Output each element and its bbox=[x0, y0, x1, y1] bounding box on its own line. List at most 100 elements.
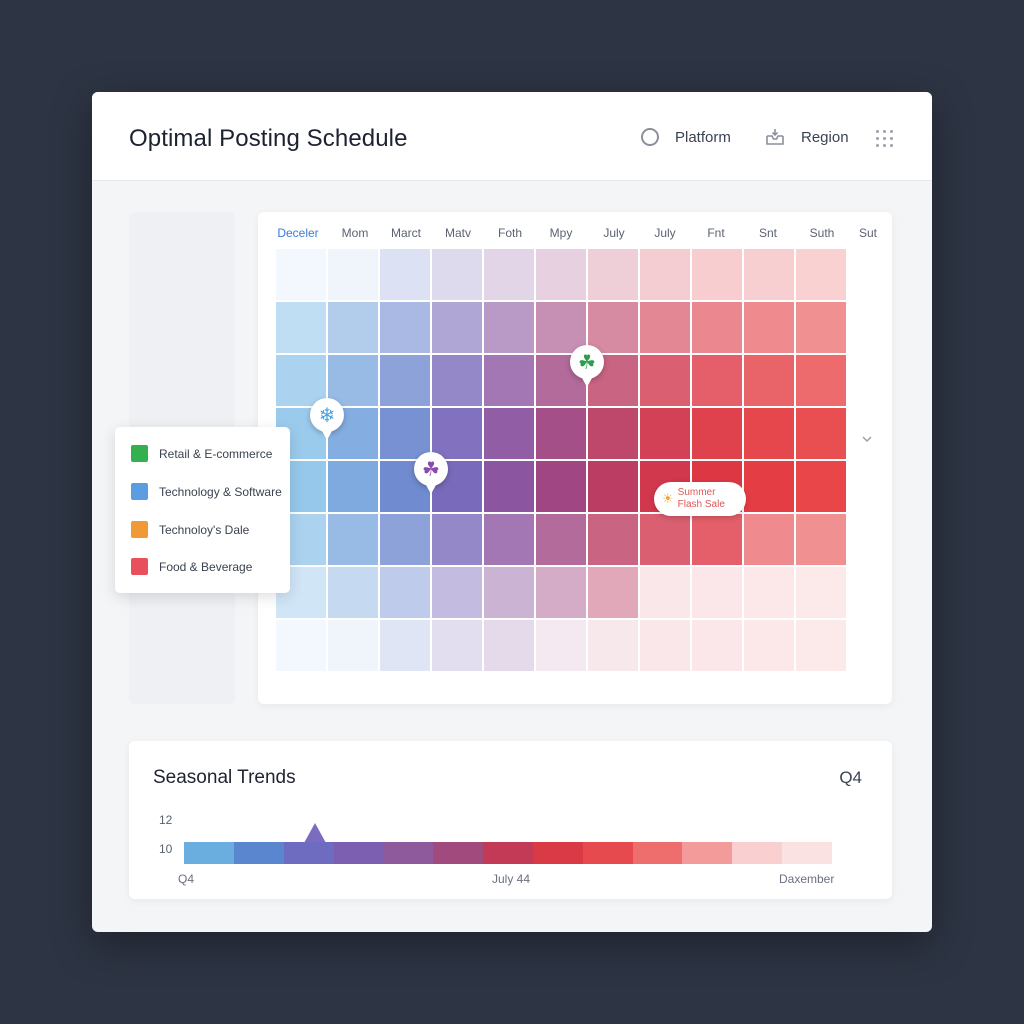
heatmap-cell[interactable] bbox=[796, 620, 846, 671]
heatmap-cell[interactable] bbox=[796, 461, 846, 512]
heatmap-cell[interactable] bbox=[744, 620, 794, 671]
snowflake-icon[interactable]: ❄ bbox=[310, 398, 344, 440]
month-label[interactable]: Matv bbox=[444, 226, 472, 240]
heatmap-cell[interactable] bbox=[432, 302, 482, 353]
heatmap-cell[interactable] bbox=[328, 620, 378, 671]
month-label[interactable]: July bbox=[603, 226, 625, 240]
heatmap-cell[interactable] bbox=[536, 249, 586, 300]
heatmap-cell[interactable] bbox=[640, 355, 690, 406]
heatmap-cell[interactable] bbox=[744, 567, 794, 618]
heatmap-cell[interactable] bbox=[380, 355, 430, 406]
heatmap-cell[interactable] bbox=[276, 302, 326, 353]
month-label[interactable]: Suth bbox=[809, 226, 835, 240]
heatmap-cell[interactable] bbox=[276, 249, 326, 300]
heatmap-cell[interactable] bbox=[432, 567, 482, 618]
heatmap-cell[interactable] bbox=[380, 249, 430, 300]
month-label[interactable]: Foth bbox=[497, 226, 523, 240]
heatmap-cell[interactable] bbox=[744, 408, 794, 459]
heatmap-cell[interactable] bbox=[328, 249, 378, 300]
month-label[interactable]: Mom bbox=[341, 226, 369, 240]
month-label[interactable]: Fnt bbox=[707, 226, 725, 240]
heatmap-cell[interactable] bbox=[484, 514, 534, 565]
heatmap-cell[interactable] bbox=[588, 620, 638, 671]
legend-item-food[interactable]: Food & Beverage bbox=[131, 558, 252, 575]
heatmap-cell[interactable] bbox=[380, 620, 430, 671]
heatmap-cell[interactable] bbox=[692, 408, 742, 459]
region-filter[interactable]: Region bbox=[765, 128, 849, 146]
heatmap-cell[interactable] bbox=[380, 302, 430, 353]
heatmap-cell[interactable] bbox=[796, 567, 846, 618]
heatmap-cell[interactable] bbox=[796, 408, 846, 459]
dots-grid-icon[interactable] bbox=[876, 130, 894, 148]
heatmap-cell[interactable] bbox=[588, 567, 638, 618]
heatmap-cell[interactable] bbox=[640, 302, 690, 353]
month-label[interactable]: Mpy bbox=[549, 226, 573, 240]
heatmap-cell[interactable] bbox=[588, 249, 638, 300]
heatmap-cell[interactable] bbox=[692, 249, 742, 300]
heatmap-cell[interactable] bbox=[640, 567, 690, 618]
heatmap-cell[interactable] bbox=[588, 302, 638, 353]
heatmap-cell[interactable] bbox=[796, 514, 846, 565]
heatmap-cell[interactable] bbox=[380, 408, 430, 459]
heatmap-cell[interactable] bbox=[432, 249, 482, 300]
heatmap-cell[interactable] bbox=[484, 302, 534, 353]
heatmap-cell[interactable] bbox=[328, 567, 378, 618]
heatmap-cell[interactable] bbox=[432, 355, 482, 406]
heatmap-cell[interactable] bbox=[588, 461, 638, 512]
heatmap-cell[interactable] bbox=[536, 567, 586, 618]
platform-filter[interactable]: Platform bbox=[641, 128, 731, 146]
heatmap-cell[interactable] bbox=[276, 620, 326, 671]
legend-item-dale[interactable]: Technoloy's Dale bbox=[131, 521, 249, 538]
month-label[interactable]: Sut bbox=[858, 226, 878, 240]
heatmap-cell[interactable] bbox=[536, 620, 586, 671]
heatmap-cell[interactable] bbox=[692, 620, 742, 671]
heatmap-cell[interactable] bbox=[796, 302, 846, 353]
heatmap-cell[interactable] bbox=[484, 249, 534, 300]
month-label[interactable]: Snt bbox=[758, 226, 778, 240]
summer-flash-sale-callout[interactable]: ☀ Summer Flash Sale bbox=[654, 482, 746, 516]
heatmap-cell[interactable] bbox=[536, 514, 586, 565]
heatmap-cell[interactable] bbox=[380, 567, 430, 618]
trends-quarter[interactable]: Q4 bbox=[839, 768, 862, 787]
heatmap-cell[interactable] bbox=[536, 408, 586, 459]
heatmap-cell[interactable] bbox=[692, 302, 742, 353]
heatmap-cell[interactable] bbox=[484, 408, 534, 459]
legend-item-technology[interactable]: Technology & Software bbox=[131, 483, 282, 500]
heatmap-cell[interactable] bbox=[328, 302, 378, 353]
heatmap-cell[interactable] bbox=[796, 249, 846, 300]
month-label[interactable]: Deceler bbox=[277, 226, 319, 240]
heatmap-cell[interactable] bbox=[588, 514, 638, 565]
chevron-down-icon[interactable] bbox=[862, 434, 872, 444]
heatmap-cell[interactable] bbox=[744, 249, 794, 300]
heatmap-cell[interactable] bbox=[692, 355, 742, 406]
heatmap-cell[interactable] bbox=[536, 461, 586, 512]
heatmap-cell[interactable] bbox=[484, 567, 534, 618]
heatmap-cell[interactable] bbox=[744, 514, 794, 565]
heatmap-cell[interactable] bbox=[744, 461, 794, 512]
heatmap-cell[interactable] bbox=[744, 355, 794, 406]
heatmap-cell[interactable] bbox=[328, 355, 378, 406]
heatmap-cell[interactable] bbox=[692, 567, 742, 618]
heatmap-cell[interactable] bbox=[796, 355, 846, 406]
month-label[interactable]: Marct bbox=[391, 226, 421, 240]
heatmap-cell[interactable] bbox=[744, 302, 794, 353]
heatmap-cell[interactable] bbox=[640, 249, 690, 300]
heatmap-cell[interactable] bbox=[588, 408, 638, 459]
heatmap-cell[interactable] bbox=[328, 461, 378, 512]
heatmap-cell[interactable] bbox=[640, 514, 690, 565]
heatmap-cell[interactable] bbox=[640, 408, 690, 459]
heatmap-cell[interactable] bbox=[484, 461, 534, 512]
heatmap-cell[interactable] bbox=[328, 514, 378, 565]
heatmap-cell[interactable] bbox=[432, 408, 482, 459]
heatmap-cell[interactable] bbox=[484, 620, 534, 671]
heatmap-cell[interactable] bbox=[432, 620, 482, 671]
clover-icon-green[interactable]: ☘ bbox=[570, 345, 604, 387]
heatmap-cell[interactable] bbox=[692, 514, 742, 565]
heatmap-cell[interactable] bbox=[484, 355, 534, 406]
heatmap-cell[interactable] bbox=[276, 355, 326, 406]
heatmap-cell[interactable] bbox=[432, 514, 482, 565]
month-label[interactable]: July bbox=[654, 226, 676, 240]
heatmap-cell[interactable] bbox=[640, 620, 690, 671]
heatmap-cell[interactable] bbox=[380, 514, 430, 565]
clover-icon-purple[interactable]: ☘ bbox=[414, 452, 448, 494]
